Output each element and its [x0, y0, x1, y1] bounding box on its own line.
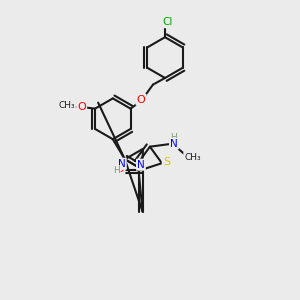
Text: N: N [118, 159, 126, 169]
Text: N: N [137, 160, 145, 170]
Text: O: O [136, 94, 146, 105]
Text: O: O [77, 102, 86, 112]
Text: S: S [163, 157, 170, 167]
Text: N: N [170, 139, 178, 149]
Text: Cl: Cl [163, 17, 173, 27]
Text: H: H [170, 133, 177, 142]
Text: CH₃: CH₃ [184, 153, 201, 162]
Text: CH₃: CH₃ [58, 101, 75, 110]
Text: O: O [116, 164, 124, 175]
Text: H: H [113, 166, 120, 175]
